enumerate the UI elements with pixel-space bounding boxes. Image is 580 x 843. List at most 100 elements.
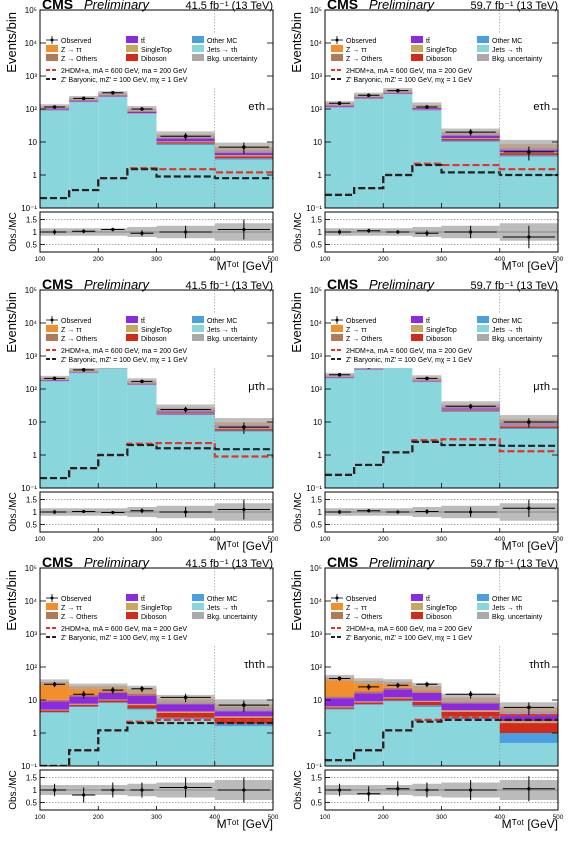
legend-swatch-jetfake (192, 45, 204, 52)
bar-jetfake (412, 707, 442, 766)
panel-mutau-2018: 10⁻¹ 1 10 10² 10³ 10⁴ 10⁵ Events/bin CMS Prelimin… (289, 276, 564, 553)
legend-label-ttbar: tt̄ (426, 37, 430, 45)
bar-singletop (354, 701, 384, 703)
unc-band (98, 683, 128, 690)
lumi-label: 59.7 fb⁻¹ (13 TeV) (470, 0, 558, 12)
y-tick-label: 10² (25, 385, 37, 394)
y-tick-label: 1 (33, 451, 38, 460)
legend-swatch-jetfake (477, 603, 489, 610)
bar-jetfake (412, 110, 442, 208)
ratio-y-tick-label: 1 (318, 786, 323, 795)
legend-label-sigbaryonic: Z' Baryonic, mZ' = 100 GeV, mχ = 1 GeV (61, 635, 188, 642)
bar-jetfake (214, 159, 273, 208)
bar-othermc (441, 140, 500, 142)
unc-band (69, 683, 99, 690)
bar-jetfake (499, 156, 558, 208)
bar-jetfake (441, 719, 500, 766)
legend-label-zothers: Z → Others (61, 336, 98, 343)
legend-label-singletop: SingleTop (426, 47, 457, 54)
ratio-panel: 0.5 1 1.5 Obs./MC (293, 769, 559, 811)
observed-point (425, 682, 429, 687)
observed-point (242, 703, 246, 707)
bar-ztautau (325, 677, 355, 697)
bar-jetfake (354, 99, 384, 208)
bar-ttbar (156, 704, 215, 712)
y-tick-label: 10³ (310, 72, 322, 81)
x-tick-label: 300 (436, 814, 447, 821)
bar-othermc (383, 700, 413, 702)
legend-swatch-ttbar (126, 594, 138, 601)
legend-label-ztautau: Z → ττ (346, 47, 367, 54)
x-tick-label: 300 (151, 536, 162, 543)
legend-label-zothers: Z → Others (346, 614, 383, 621)
lumi-label: 41.5 fb⁻¹ (13 TeV) (185, 0, 273, 12)
lumi-label: 41.5 fb⁻¹ (13 TeV) (185, 558, 273, 570)
signal-baryonic-line (40, 443, 273, 480)
observed-point (337, 372, 342, 377)
ratio-y-tick-label: 1 (33, 508, 38, 517)
lumi-label: 41.5 fb⁻¹ (13 TeV) (185, 280, 273, 292)
bar-jetfake (40, 381, 70, 488)
unc-band (383, 679, 413, 686)
plot-area (40, 679, 273, 766)
bar-jetfake (325, 709, 355, 766)
ratio-point (52, 230, 57, 234)
legend: Observed tt̄ Other MC Z → ττ SingleTop Jets →… (331, 316, 543, 364)
legend-swatch-diboson (411, 54, 423, 61)
bar-ttbar (354, 97, 384, 99)
legend-label-singletop: SingleTop (141, 327, 172, 334)
legend-swatch-ttbar (411, 36, 423, 43)
bar-jetfake (214, 431, 273, 488)
bar-othermc (40, 712, 70, 713)
legend-bg (42, 34, 271, 88)
legend-label-ttbar: tt̄ (426, 317, 430, 325)
x-tick-label: 200 (93, 536, 104, 543)
bar-diboson (383, 698, 413, 701)
bar-othermc (156, 143, 215, 146)
bar-diboson (156, 712, 215, 718)
bar-ttbar (441, 134, 500, 139)
legend-label-unc: Bkg. uncertainty (492, 614, 543, 621)
x-tick-label: 100 (35, 814, 46, 821)
observed-point (527, 705, 531, 710)
ratio-axis-label: Obs./MC (293, 212, 304, 251)
x-tick-label: 500 (553, 256, 564, 263)
bar-jetfake (441, 411, 500, 488)
ratio-y-tick-label: 1 (33, 228, 38, 237)
legend-label-unc: Bkg. uncertainty (492, 56, 543, 63)
legend: Observed tt̄ Other MC Z → ττ SingleTop Jets →… (331, 594, 543, 642)
legend-label-diboson: Diboson (426, 336, 452, 343)
bar-ttbar (98, 692, 128, 700)
legend-label-othermc: Other MC (207, 318, 237, 325)
x-tick-label: 100 (320, 256, 331, 263)
y-tick-label: 10⁴ (310, 597, 323, 606)
unc-band (354, 678, 384, 685)
observed-point (425, 105, 429, 109)
channel-label: eτh (533, 101, 550, 113)
y-tick-label: 10⁵ (25, 6, 37, 15)
bar-diboson (354, 702, 384, 705)
ratio-point (140, 231, 144, 235)
legend-observed-marker (335, 38, 339, 42)
bar-jetfake (499, 429, 558, 488)
y-tick-label: 10⁴ (25, 597, 38, 606)
bar-diboson (499, 723, 558, 733)
legend-swatch-jetfake (192, 603, 204, 610)
legend-swatch-singletop (411, 325, 423, 332)
legend-swatch-singletop (126, 603, 138, 610)
legend-swatch-singletop (411, 45, 423, 52)
y-tick-label: 10⁻¹ (306, 762, 322, 771)
cms-label: CMS (42, 0, 73, 12)
x-tick-label: 500 (268, 814, 279, 821)
legend-label-diboson: Diboson (141, 336, 167, 343)
legend-swatch-zothers (46, 612, 58, 619)
plot-area (40, 362, 273, 488)
bar-ttbar (383, 92, 413, 94)
cms-label: CMS (327, 554, 358, 570)
ratio-point (425, 509, 429, 514)
bar-jetfake (354, 369, 384, 488)
legend-observed-marker (50, 38, 54, 42)
bar-singletop (98, 699, 128, 701)
bar-singletop (156, 412, 215, 414)
legend-label-sigbaryonic: Z' Baryonic, mZ' = 100 GeV, mχ = 1 GeV (346, 635, 473, 642)
